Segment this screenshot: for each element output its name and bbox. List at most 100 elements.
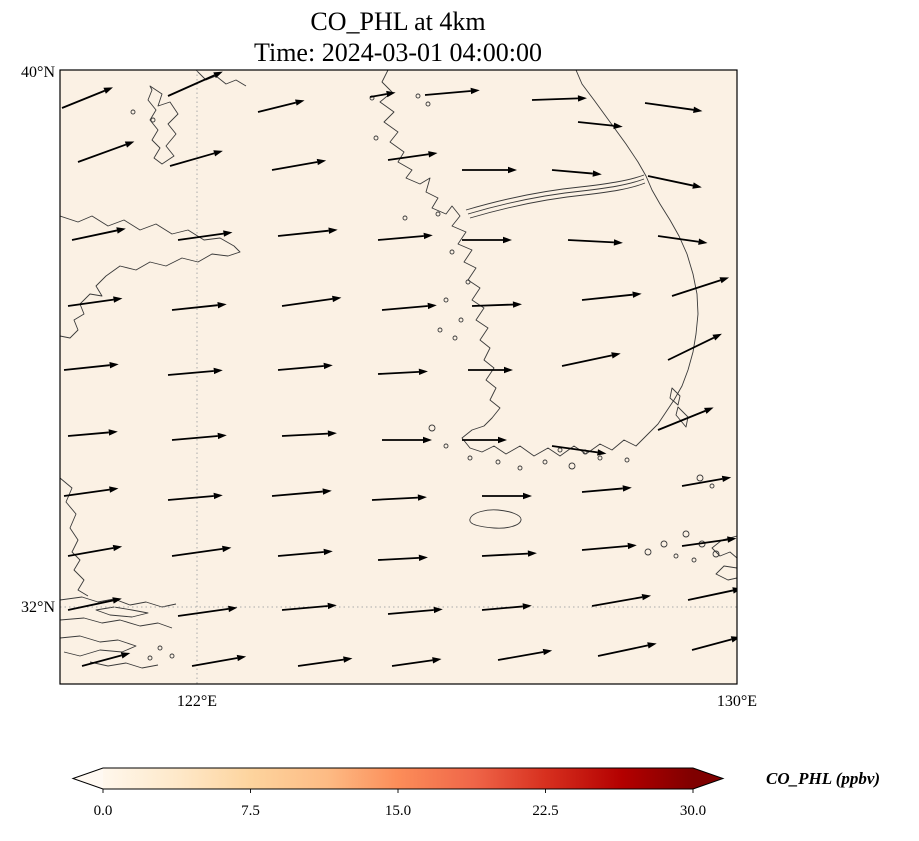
island-outline xyxy=(449,249,455,255)
colorbar-tick-label: 22.5 xyxy=(532,803,558,819)
wind-arrow-shaft xyxy=(657,235,699,243)
wind-arrow-head xyxy=(213,492,223,500)
wind-arrow-head xyxy=(611,352,621,359)
wind-arrow-head xyxy=(721,475,732,483)
wind-arrow-head xyxy=(592,170,602,177)
wind-arrow-shaft xyxy=(567,239,614,244)
wind-arrow-shaft xyxy=(387,153,429,161)
wind-arrow-shaft xyxy=(281,298,333,307)
coastline-path xyxy=(60,477,89,597)
colorbar-group: 0.0 7.5 15.0 22.5 30.0 xyxy=(71,767,725,819)
wind-arrow-head xyxy=(577,95,587,102)
island-outline xyxy=(437,327,443,333)
island-outline xyxy=(147,655,153,661)
wind-arrow-head xyxy=(322,488,332,495)
wind-arrow-head xyxy=(522,603,532,610)
wind-arrow-head xyxy=(719,277,730,284)
island-outline xyxy=(425,101,431,107)
island-outline xyxy=(465,279,471,285)
wind-arrow-shaft xyxy=(591,596,643,607)
wind-arrow-head xyxy=(433,606,443,614)
wind-arrow-shaft xyxy=(277,229,329,237)
wind-arrow-head xyxy=(698,238,708,245)
island-outline xyxy=(691,557,697,563)
wind-arrow-head xyxy=(223,230,233,237)
wind-arrow-head xyxy=(622,485,632,492)
wind-arrow-head xyxy=(109,362,119,369)
coastline-path xyxy=(89,661,159,669)
wind-arrow-head xyxy=(213,71,223,79)
island-outline xyxy=(443,297,449,303)
wind-arrow-shaft xyxy=(387,609,434,615)
wind-arrow-head xyxy=(730,636,737,643)
coastline-path xyxy=(60,596,177,608)
wind-arrow-head xyxy=(417,494,427,501)
wind-arrow-shaft xyxy=(681,538,728,547)
wind-arrow-shaft xyxy=(581,487,623,493)
wind-arrow-head xyxy=(213,367,223,375)
wind-arrow-shaft xyxy=(77,143,127,163)
wind-arrow-shaft xyxy=(63,364,110,371)
wind-arrow-head xyxy=(103,87,113,94)
wind-arrow-head xyxy=(323,362,333,370)
wind-arrow-head xyxy=(627,542,637,550)
island-outline xyxy=(709,483,715,489)
wind-arrow-shaft xyxy=(377,556,419,561)
coastline-path xyxy=(715,565,737,581)
island-outline xyxy=(435,211,441,217)
wind-arrow-shaft xyxy=(257,101,297,113)
axes-frame xyxy=(59,69,738,685)
wind-arrow-shaft xyxy=(377,235,424,241)
lon-tick-122e: 122°E xyxy=(177,693,217,710)
wind-arrow-shaft xyxy=(277,365,324,371)
wind-arrow-shaft xyxy=(67,547,114,557)
colorbar-over-triangle xyxy=(693,768,723,789)
wind-arrow-shaft xyxy=(561,354,613,367)
wind-arrow-shaft xyxy=(481,605,523,611)
wind-arrow-shaft xyxy=(61,89,105,109)
wind-arrow-shaft xyxy=(281,605,328,611)
colorbar-gradient-bar xyxy=(103,768,693,789)
island-outline xyxy=(597,455,603,461)
wind-arrow-shaft xyxy=(531,97,579,101)
wind-arrow-shaft xyxy=(171,304,218,311)
wind-arrow-head xyxy=(427,302,437,310)
coastline-path xyxy=(669,387,681,406)
wind-arrow-shaft xyxy=(167,74,215,97)
island-outline xyxy=(660,540,668,548)
island-outline xyxy=(682,530,690,538)
wind-arrow-head xyxy=(124,141,135,148)
wind-arrow-head xyxy=(236,654,247,662)
wind-arrow-head xyxy=(432,657,442,664)
island-outline xyxy=(157,645,163,651)
wind-arrow-shaft xyxy=(171,435,218,441)
island-outline xyxy=(150,117,156,123)
wind-arrow-shaft xyxy=(377,370,419,375)
wind-arrow-shaft xyxy=(277,551,324,557)
wind-arrow-head xyxy=(632,291,642,298)
wind-arrow-shaft xyxy=(63,488,110,497)
wind-arrow-shaft xyxy=(167,495,214,501)
wind-arrow-head xyxy=(542,648,553,656)
island-outline xyxy=(452,335,458,341)
colorbar-tick-label: 30.0 xyxy=(680,803,706,819)
wind-arrow-head xyxy=(692,182,702,189)
wind-arrow-head xyxy=(512,301,522,308)
island-outline xyxy=(644,548,652,556)
wind-arrow-head xyxy=(109,486,119,493)
coastline-path xyxy=(147,85,179,165)
wind-arrow-head xyxy=(423,436,432,444)
wind-arrow-head xyxy=(712,333,722,341)
wind-arrow-head xyxy=(503,236,512,244)
wind-arrow-shaft xyxy=(551,169,593,175)
wind-arrow-head xyxy=(470,87,480,95)
island-outline xyxy=(428,424,436,432)
wind-arrow-shaft xyxy=(271,161,318,171)
island-outline xyxy=(402,215,408,221)
wind-arrow-shaft xyxy=(369,93,387,98)
island-outline xyxy=(415,93,421,99)
wind-arrow-shaft xyxy=(691,638,732,651)
coastline-path xyxy=(467,178,645,215)
wind-arrow-head xyxy=(120,652,131,659)
island-outline xyxy=(495,459,501,465)
